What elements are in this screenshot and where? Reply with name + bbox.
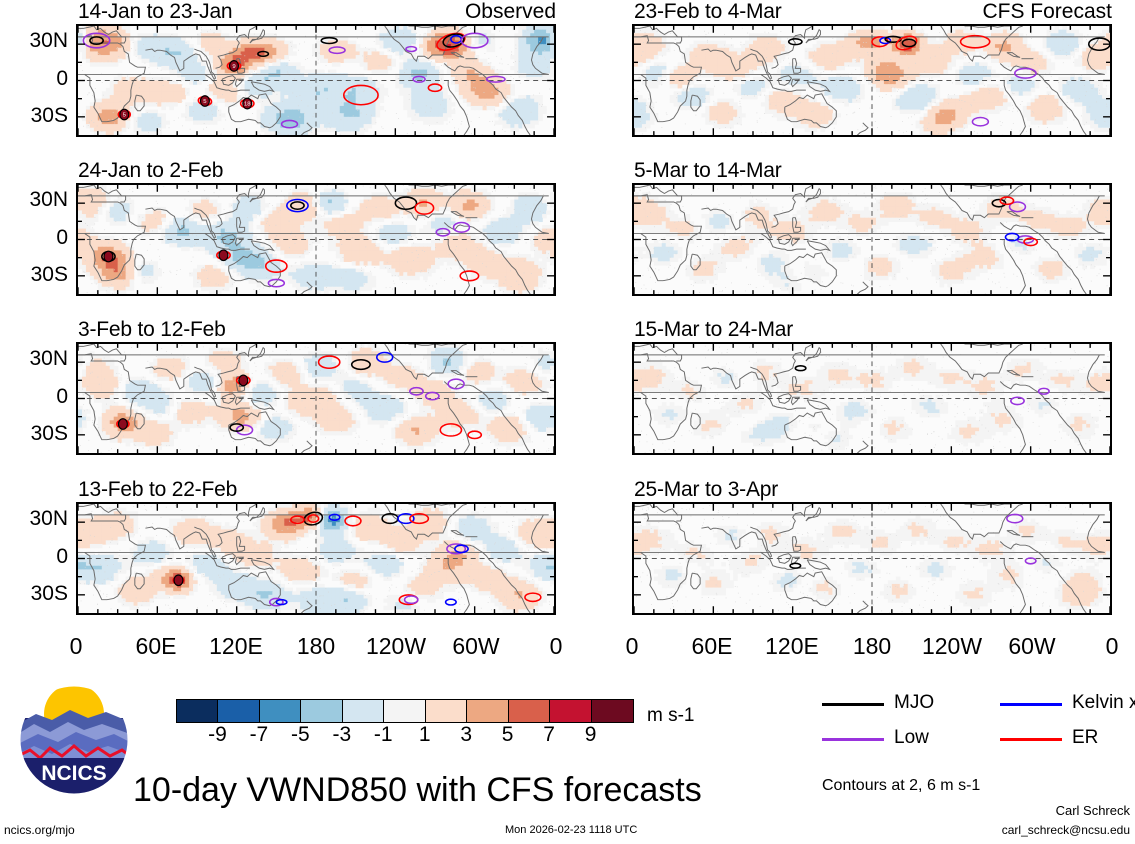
x-axis-tick-label: 60W [436, 633, 516, 660]
colorbar [176, 699, 634, 723]
panel-title: 14-Jan to 23-Jan [78, 0, 233, 24]
logo-mountain-low [20, 744, 128, 762]
x-axis-tick-label: 120W [912, 633, 992, 660]
panel-title: 25-Mar to 3-Apr [634, 478, 778, 502]
y-axis-tick-label: 0 [2, 67, 68, 91]
column-header-observed: Observed [76, 0, 556, 24]
colorbar-swatch [591, 700, 633, 722]
legend-line-er [1000, 738, 1062, 741]
panel-title: 24-Jan to 2-Feb [78, 159, 223, 183]
logo-border [19, 685, 129, 795]
y-axis-tick-label: 0 [2, 226, 68, 250]
y-axis-tick-label: 30S [2, 104, 68, 128]
colorbar-swatch [508, 700, 551, 722]
panel-title: 13-Feb to 22-Feb [78, 478, 237, 502]
colorbar-swatch [177, 700, 219, 722]
y-axis-tick-label: 0 [2, 385, 68, 409]
colorbar-tick-label: 1 [403, 723, 447, 747]
y-axis-tick-label: 30N [2, 188, 68, 212]
colorbar-tick-label: -5 [278, 723, 322, 747]
colorbar-tick-label: -9 [195, 723, 239, 747]
svg-text:5: 5 [203, 99, 207, 105]
figure-main-title: 10-day VWND850 with CFS forecasts [133, 771, 702, 810]
credit-email: carl_schreck@ncsu.edu [1000, 823, 1130, 837]
y-axis-tick-label: 30N [2, 29, 68, 53]
colorbar-swatch [384, 700, 426, 722]
legend-label: ER [1072, 727, 1098, 749]
y-axis-tick-label: 30N [2, 507, 68, 531]
colorbar-swatch [342, 700, 385, 722]
ncics-logo: NCICS [18, 684, 130, 796]
x-axis-tick-label: 60W [992, 633, 1072, 660]
map-panel [632, 183, 1112, 296]
logo-red-trace-line [20, 744, 128, 761]
y-axis-tick-label: 0 [2, 545, 68, 569]
logo-text: NCICS [41, 762, 106, 785]
svg-text:9: 9 [232, 64, 235, 70]
colorbar-swatch [467, 700, 509, 722]
x-axis-tick-label: 0 [36, 633, 116, 660]
svg-text:18: 18 [244, 102, 251, 108]
x-axis-tick-label: 120W [356, 633, 436, 660]
colorbar-swatch [218, 700, 260, 722]
x-axis-tick-label: 60E [116, 633, 196, 660]
x-axis-tick-label: 180 [276, 633, 356, 660]
column-header-forecast: CFS Forecast [632, 0, 1112, 24]
site-link: ncics.org/mjo [4, 823, 75, 837]
x-axis-tick-label: 0 [1072, 633, 1135, 660]
colorbar-tick-label: 3 [444, 723, 488, 747]
colorbar-tick-label: -3 [320, 723, 364, 747]
x-axis-tick-label: 120E [196, 633, 276, 660]
y-axis-tick-label: 30S [2, 582, 68, 606]
colorbar-unit-label: m s-1 [647, 705, 695, 727]
panel-title: 15-Mar to 24-Mar [634, 318, 793, 342]
ncics-logo-svg: NCICS [19, 685, 129, 795]
legend-line-low [822, 738, 884, 741]
colorbar-tick-label: 9 [569, 723, 613, 747]
x-axis-tick-label: 0 [516, 633, 596, 660]
colorbar-tick-label: -1 [361, 723, 405, 747]
colorbar-tick-label: 5 [486, 723, 530, 747]
map-panel [76, 183, 556, 296]
panel-title: 5-Mar to 14-Mar [634, 159, 782, 183]
legend-label: MJO [894, 692, 934, 714]
x-axis-tick-label: 120E [752, 633, 832, 660]
colorbar-swatch [425, 700, 468, 722]
y-axis-tick-label: 30S [2, 263, 68, 287]
colorbar-swatch [301, 700, 343, 722]
timestamp: Mon 2026-02-23 1118 UTC [505, 824, 637, 836]
y-axis-tick-label: 30N [2, 347, 68, 371]
colorbar-tick-label: -7 [237, 723, 281, 747]
credit-name: Carl Schreck [1040, 803, 1130, 818]
map-panel [76, 502, 556, 615]
map-panel [632, 502, 1112, 615]
legend-label: Kelvin x2 [1072, 692, 1135, 714]
y-axis-tick-label: 30S [2, 422, 68, 446]
x-axis-tick-label: 60E [672, 633, 752, 660]
panel-title: 3-Feb to 12-Feb [78, 318, 226, 342]
legend-line-mjo [822, 703, 884, 706]
map-panel [632, 24, 1112, 137]
map-panel [76, 342, 556, 455]
x-axis-tick-label: 180 [832, 633, 912, 660]
legend-label: Low [894, 727, 929, 749]
map-panel: 9 5 18 5 [76, 24, 556, 137]
colorbar-swatch [259, 700, 302, 722]
colorbar-swatch [550, 700, 592, 722]
colorbar-tick-label: 7 [527, 723, 571, 747]
map-panel [632, 342, 1112, 455]
x-axis-tick-label: 0 [592, 633, 672, 660]
legend-line-kelvin-x2 [1000, 703, 1062, 706]
contour-note: Contours at 2, 6 m s-1 [822, 777, 980, 795]
svg-text:5: 5 [123, 113, 127, 119]
panel-title: 23-Feb to 4-Mar [634, 0, 782, 24]
